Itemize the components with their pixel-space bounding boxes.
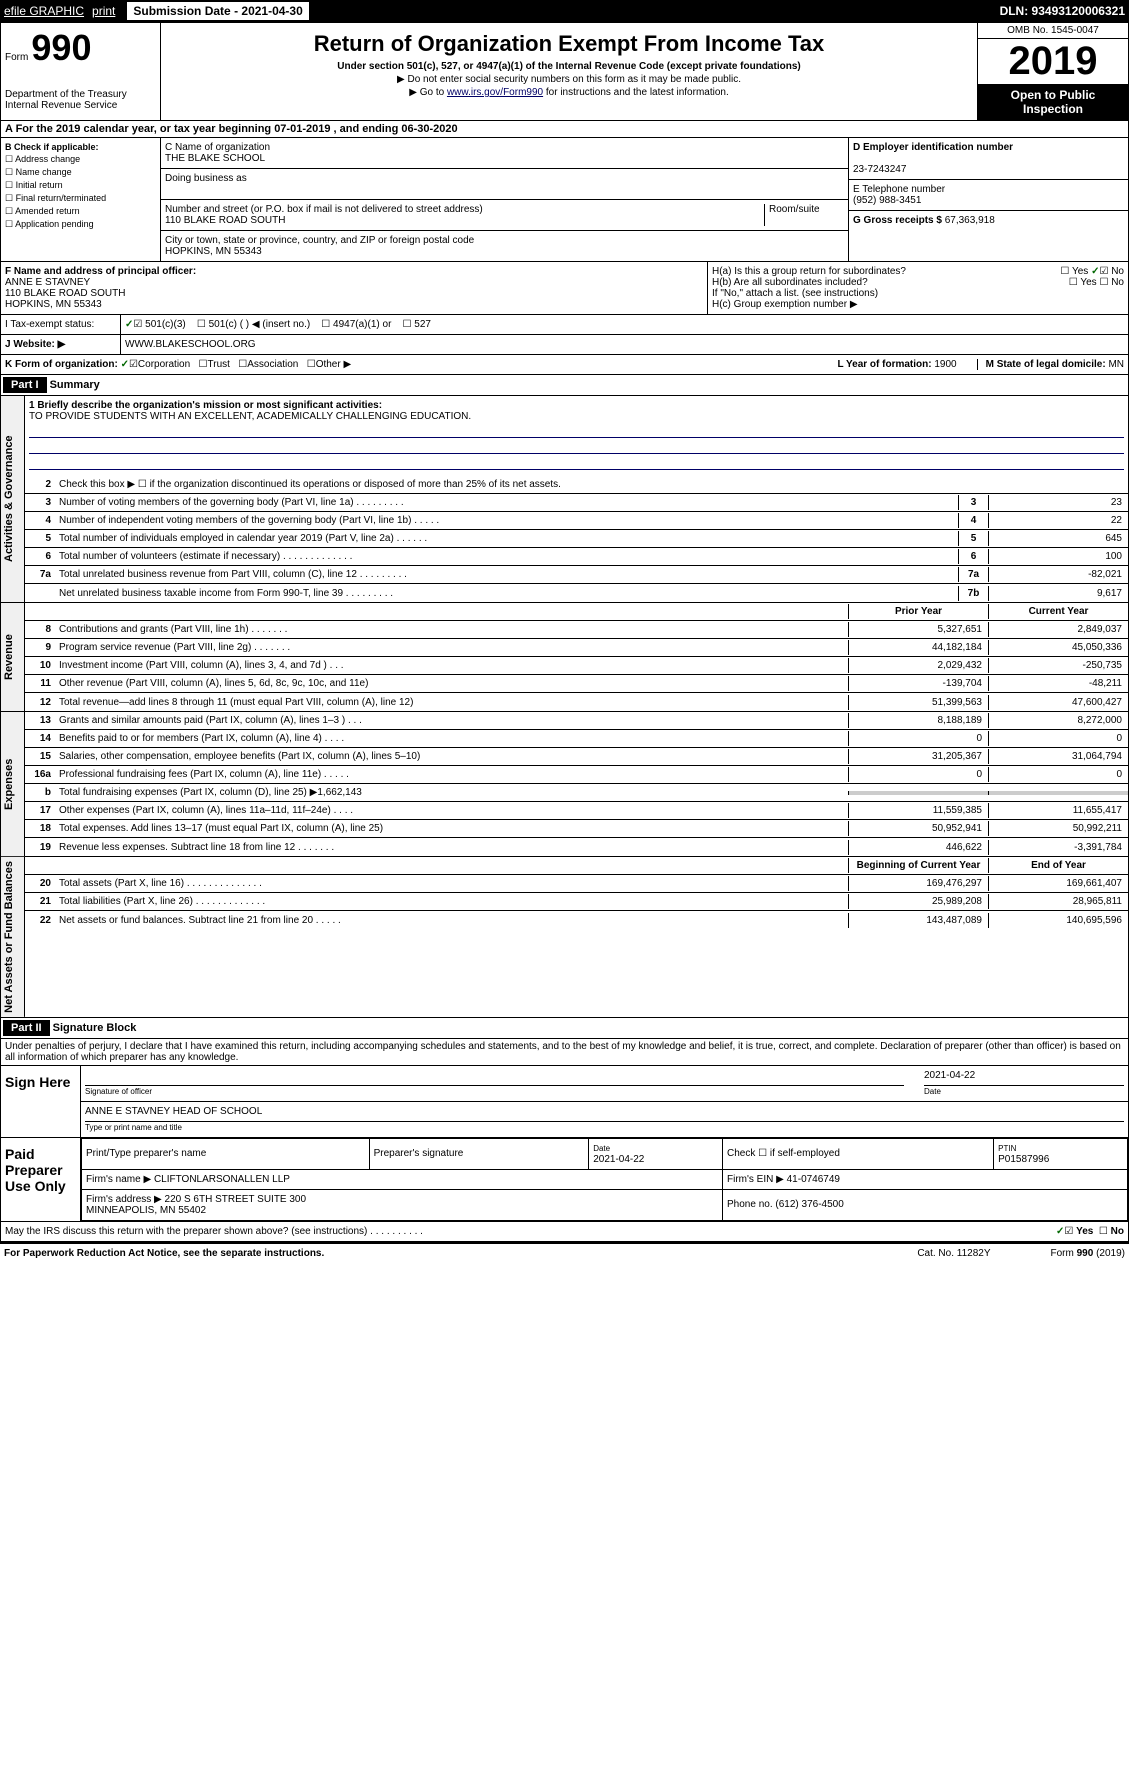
- org-city: HOPKINS, MN 55343: [165, 246, 262, 257]
- officer-name: ANNE E STAVNEY: [5, 277, 90, 288]
- col-b: B Check if applicable: ☐ Address change …: [1, 138, 161, 261]
- state-domicile: MN: [1108, 359, 1124, 370]
- summary-governance: Activities & Governance 1 Briefly descri…: [0, 396, 1129, 603]
- efile-link[interactable]: efile GRAPHIC: [4, 4, 84, 18]
- org-address: 110 BLAKE ROAD SOUTH: [165, 215, 285, 226]
- signature-block: Under penalties of perjury, I declare th…: [0, 1039, 1129, 1243]
- tax-status-row: I Tax-exempt status: ☑ 501(c)(3) ☐ 501(c…: [0, 315, 1129, 335]
- officer-address: 110 BLAKE ROAD SOUTH HOPKINS, MN 55343: [5, 288, 125, 310]
- form-label: Form: [5, 52, 28, 63]
- open-public-badge: Open to Public Inspection: [978, 84, 1128, 120]
- mission-text: TO PROVIDE STUDENTS WITH AN EXCELLENT, A…: [29, 411, 471, 422]
- irs-link[interactable]: www.irs.gov/Form990: [447, 87, 543, 98]
- ein: 23-7243247: [853, 164, 906, 175]
- tax-year: 2019: [978, 39, 1128, 84]
- form-title: Return of Organization Exempt From Incom…: [165, 31, 973, 57]
- form-number: 990: [31, 27, 91, 68]
- col-c: C Name of organizationTHE BLAKE SCHOOL D…: [161, 138, 848, 261]
- row-k: K Form of organization: ☑ Corporation ☐ …: [0, 355, 1129, 375]
- firm-name: CLIFTONLARSONALLEN LLP: [154, 1174, 290, 1185]
- summary-revenue: Revenue Prior YearCurrent Year 8Contribu…: [0, 603, 1129, 712]
- org-name: THE BLAKE SCHOOL: [165, 153, 265, 164]
- top-bar: efile GRAPHIC print Submission Date - 20…: [0, 0, 1129, 22]
- section-a: A For the 2019 calendar year, or tax yea…: [0, 121, 1129, 138]
- part2-header: Part II Signature Block: [0, 1018, 1129, 1039]
- telephone: (952) 988-3451: [853, 195, 921, 206]
- part1-header: Part I Summary: [0, 375, 1129, 396]
- omb-number: OMB No. 1545-0047: [978, 23, 1128, 39]
- col-d: D Employer identification number23-72432…: [848, 138, 1128, 261]
- checkbox-application[interactable]: ☐ Application pending: [5, 219, 156, 230]
- summary-expenses: Expenses 13Grants and similar amounts pa…: [0, 712, 1129, 857]
- main-info: B Check if applicable: ☐ Address change …: [0, 138, 1129, 262]
- firm-ein: 41-0746749: [787, 1174, 840, 1185]
- gross-receipts: 67,363,918: [945, 215, 995, 226]
- summary-netassets: Net Assets or Fund Balances Beginning of…: [0, 857, 1129, 1018]
- checkbox-initial-return[interactable]: ☐ Initial return: [5, 180, 156, 191]
- form-note2: ▶ Go to www.irs.gov/Form990 for instruct…: [165, 87, 973, 98]
- prep-date: 2021-04-22: [593, 1154, 644, 1165]
- row-fgh: F Name and address of principal officer:…: [0, 262, 1129, 315]
- submission-date: Submission Date - 2021-04-30: [127, 2, 308, 20]
- year-formation: 1900: [934, 359, 956, 370]
- officer-print-name: ANNE E STAVNEY HEAD OF SCHOOL: [85, 1106, 1124, 1122]
- sig-date: 2021-04-22: [924, 1070, 1124, 1086]
- checkbox-final-return[interactable]: ☐ Final return/terminated: [5, 193, 156, 204]
- footer: For Paperwork Reduction Act Notice, see …: [0, 1243, 1129, 1263]
- dept-label: Department of the Treasury Internal Reve…: [5, 89, 156, 111]
- form-subtitle: Under section 501(c), 527, or 4947(a)(1)…: [165, 61, 973, 72]
- form-header: Form 990 Department of the Treasury Inte…: [0, 22, 1129, 121]
- print-link[interactable]: print: [92, 4, 115, 18]
- dln: DLN: 93493120006321: [1000, 4, 1125, 18]
- checkbox-amended[interactable]: ☐ Amended return: [5, 206, 156, 217]
- website-url: WWW.BLAKESCHOOL.ORG: [121, 335, 1128, 354]
- ptin: P01587996: [998, 1154, 1049, 1165]
- form-note1: ▶ Do not enter social security numbers o…: [165, 74, 973, 85]
- website-row: J Website: ▶ WWW.BLAKESCHOOL.ORG: [0, 335, 1129, 355]
- checkbox-address-change[interactable]: ☐ Address change: [5, 154, 156, 165]
- firm-phone: (612) 376-4500: [775, 1199, 843, 1210]
- checkbox-name-change[interactable]: ☐ Name change: [5, 167, 156, 178]
